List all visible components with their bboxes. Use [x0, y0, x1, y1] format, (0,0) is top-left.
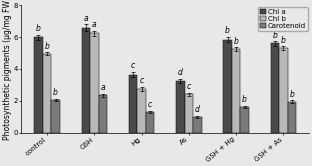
Text: b: b	[281, 36, 286, 45]
Text: a: a	[92, 20, 97, 29]
Text: d: d	[195, 105, 200, 114]
Text: c: c	[139, 76, 144, 85]
Bar	[43, 54, 51, 133]
Text: b: b	[242, 95, 247, 104]
Text: d: d	[178, 68, 183, 77]
Bar	[137, 89, 146, 133]
Text: c: c	[187, 82, 191, 91]
Bar	[90, 33, 99, 133]
Text: c: c	[131, 61, 135, 70]
Bar	[176, 81, 185, 133]
Bar	[185, 94, 193, 133]
Text: a: a	[83, 14, 88, 23]
Bar	[193, 117, 202, 133]
Bar	[279, 48, 288, 133]
Text: b: b	[272, 31, 277, 40]
Legend: Chl a, Chl b, Carotenoid: Chl a, Chl b, Carotenoid	[258, 7, 308, 31]
Bar	[34, 37, 43, 133]
Text: b: b	[290, 90, 294, 99]
Bar	[271, 43, 279, 133]
Bar	[51, 100, 60, 133]
Text: a: a	[100, 83, 105, 92]
Bar	[99, 95, 107, 133]
Text: c: c	[148, 100, 152, 109]
Bar	[81, 28, 90, 133]
Bar	[146, 112, 154, 133]
Bar	[240, 107, 249, 133]
Text: b: b	[234, 37, 239, 45]
Y-axis label: Photosynthetic pigments (μg/mg FW): Photosynthetic pigments (μg/mg FW)	[3, 0, 12, 140]
Bar	[223, 40, 232, 133]
Text: b: b	[45, 42, 49, 51]
Bar	[232, 49, 240, 133]
Text: b: b	[225, 26, 230, 35]
Text: b: b	[53, 88, 58, 97]
Bar	[288, 102, 296, 133]
Text: b: b	[36, 24, 41, 33]
Bar	[129, 75, 137, 133]
